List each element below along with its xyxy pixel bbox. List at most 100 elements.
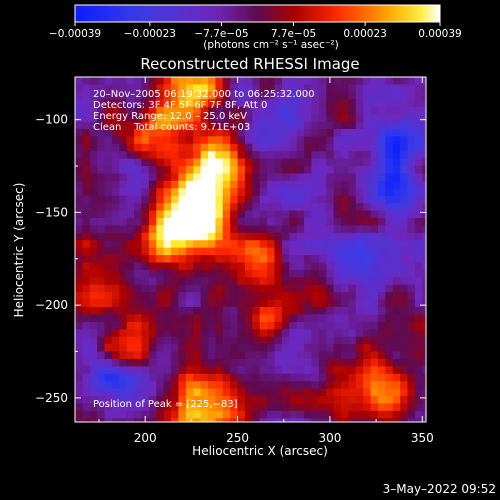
heatmap-cell bbox=[126, 180, 135, 189]
heatmap-cell bbox=[75, 255, 83, 264]
heatmap-cell bbox=[104, 336, 113, 345]
heatmap-cell bbox=[274, 195, 283, 204]
heatmap-cell bbox=[193, 106, 202, 115]
heatmap-cell bbox=[126, 247, 135, 256]
heatmap-cell bbox=[392, 195, 401, 204]
heatmap-cell bbox=[97, 151, 106, 160]
heatmap-cell bbox=[156, 307, 165, 316]
heatmap-cell bbox=[200, 255, 209, 264]
heatmap-cell bbox=[156, 410, 165, 419]
heatmap-cell bbox=[163, 358, 172, 367]
heatmap-cell bbox=[311, 166, 320, 175]
heatmap-cell bbox=[392, 329, 401, 338]
heatmap-cell bbox=[267, 418, 276, 422]
heatmap-cell bbox=[200, 225, 209, 234]
heatmap-cell bbox=[222, 388, 231, 397]
heatmap-cell bbox=[185, 396, 194, 405]
heatmap-cell bbox=[414, 188, 423, 197]
heatmap-cell bbox=[259, 232, 268, 241]
heatmap-cell bbox=[134, 151, 143, 160]
heatmap-cell bbox=[355, 358, 364, 367]
heatmap-cell bbox=[289, 403, 298, 412]
heatmap-cell bbox=[422, 262, 426, 271]
heatmap-cell bbox=[237, 188, 246, 197]
heatmap-cell bbox=[289, 277, 298, 286]
heatmap-cell bbox=[341, 151, 350, 160]
heatmap-cell bbox=[304, 151, 313, 160]
heatmap-cell bbox=[222, 180, 231, 189]
heatmap-cell bbox=[82, 307, 91, 316]
heatmap-cell bbox=[281, 284, 290, 293]
heatmap-cell bbox=[148, 255, 157, 264]
heatmap-cell bbox=[363, 314, 372, 323]
heatmap-cell bbox=[370, 91, 379, 100]
heatmap-cell bbox=[370, 203, 379, 212]
heatmap-cell bbox=[326, 232, 335, 241]
heatmap-cell bbox=[75, 358, 83, 367]
heatmap-cell bbox=[244, 307, 253, 316]
heatmap-cell bbox=[237, 143, 246, 152]
heatmap-cell bbox=[119, 381, 128, 390]
heatmap-cell bbox=[156, 396, 165, 405]
heatmap-cell bbox=[82, 247, 91, 256]
heatmap-cell bbox=[407, 173, 416, 182]
heatmap-cell bbox=[148, 388, 157, 397]
heatmap-cell bbox=[97, 403, 106, 412]
heatmap-cell bbox=[311, 225, 320, 234]
heatmap-cell bbox=[355, 277, 364, 286]
heatmap-cell bbox=[200, 77, 209, 86]
heatmap-cell bbox=[370, 188, 379, 197]
heatmap-cell bbox=[89, 121, 98, 130]
heatmap-cell bbox=[333, 403, 342, 412]
heatmap-cell bbox=[104, 151, 113, 160]
heatmap-cell bbox=[259, 173, 268, 182]
heatmap-cell bbox=[237, 151, 246, 160]
heatmap-cell bbox=[289, 99, 298, 108]
heatmap-cell bbox=[237, 388, 246, 397]
heatmap-cell bbox=[296, 292, 305, 301]
heatmap-cell bbox=[311, 99, 320, 108]
heatmap-cell bbox=[274, 84, 283, 93]
heatmap-cell bbox=[104, 232, 113, 241]
heatmap-cell bbox=[237, 136, 246, 145]
heatmap-cell bbox=[185, 388, 194, 397]
heatmap-cell bbox=[348, 203, 357, 212]
heatmap-cell bbox=[75, 166, 83, 175]
heatmap-cell bbox=[318, 381, 327, 390]
heatmap-cell bbox=[400, 292, 409, 301]
heatmap-cell bbox=[208, 99, 216, 108]
heatmap-cell bbox=[215, 225, 224, 234]
heatmap-cell bbox=[222, 203, 231, 212]
heatmap-cell bbox=[148, 269, 157, 278]
heatmap-cell bbox=[148, 321, 157, 330]
heatmap-cell bbox=[370, 381, 379, 390]
heatmap-cell bbox=[407, 307, 416, 316]
heatmap-cell bbox=[370, 106, 379, 115]
heatmap-cell bbox=[252, 240, 261, 249]
heatmap-cell bbox=[82, 225, 91, 234]
heatmap-cell bbox=[341, 373, 350, 382]
heatmap-cell bbox=[385, 84, 394, 93]
heatmap-cell bbox=[259, 188, 268, 197]
heatmap-cell bbox=[348, 373, 357, 382]
heatmap-cell bbox=[289, 381, 298, 390]
heatmap-cell bbox=[119, 358, 128, 367]
heatmap-cell bbox=[208, 277, 216, 286]
heatmap-cell bbox=[215, 358, 224, 367]
heatmap-cell bbox=[348, 292, 357, 301]
heatmap-cell bbox=[200, 99, 209, 108]
heatmap-cell bbox=[75, 410, 83, 419]
heatmap-cell bbox=[215, 329, 224, 338]
heatmap-cell bbox=[370, 114, 379, 123]
heatmap-cell bbox=[119, 121, 128, 130]
heatmap-cell bbox=[208, 128, 216, 137]
heatmap-cell bbox=[363, 173, 372, 182]
heatmap-cell bbox=[304, 232, 313, 241]
heatmap-cell bbox=[318, 351, 327, 360]
heatmap-cell bbox=[163, 366, 172, 375]
heatmap-cell bbox=[222, 299, 231, 308]
heatmap-cell bbox=[304, 314, 313, 323]
heatmap-cell bbox=[200, 114, 209, 123]
heatmap-cell bbox=[148, 91, 157, 100]
heatmap-cell bbox=[119, 344, 128, 353]
